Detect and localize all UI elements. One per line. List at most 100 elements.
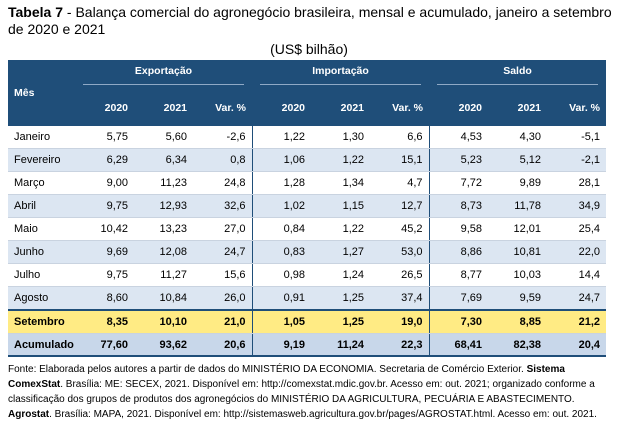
value-cell: 45,2	[370, 217, 430, 241]
month-cell: Junho	[8, 240, 75, 264]
value-cell: -2,6	[193, 126, 253, 149]
value-cell: 11,23	[134, 171, 193, 195]
table-row: Maio 10,42 13,23 27,0 0,84 1,22 45,2 9,58 12,01 2…	[8, 217, 607, 241]
value-cell: 0,98	[251, 263, 312, 287]
value-cell: 10,10	[134, 309, 193, 334]
value-cell: 10,42	[75, 217, 134, 241]
value-cell: 13,23	[134, 217, 193, 241]
trade-balance-table: Mês Exportação Importação Saldo 2020 2021…	[8, 60, 607, 357]
value-cell: 11,24	[311, 333, 371, 357]
value-cell: 5,75	[75, 126, 134, 149]
source-footnote: Fonte: Elaborada pelos autores a partir …	[8, 364, 597, 420]
column-subheader: 2021	[488, 90, 548, 126]
value-cell: 82,38	[488, 333, 548, 357]
table-row: Julho 9,75 11,27 15,6 0,98 1,24 26,5 8,77 10,03 1…	[8, 263, 607, 287]
month-cell: Fevereiro	[8, 148, 75, 172]
value-cell: 12,7	[370, 194, 430, 218]
value-cell: 9,75	[75, 194, 134, 218]
value-cell: 27,0	[193, 217, 253, 241]
value-cell: 20,6	[193, 333, 253, 357]
column-subheader: Var. %	[370, 90, 430, 126]
column-subheader: 2021	[311, 90, 371, 126]
value-cell: 1,15	[311, 194, 371, 218]
value-cell: 1,25	[311, 309, 371, 334]
column-subheader: Var. %	[547, 90, 607, 126]
value-cell: 20,4	[547, 333, 607, 357]
value-cell: 1,06	[251, 148, 312, 172]
column-subheader: 2021	[134, 90, 193, 126]
value-cell: 12,93	[134, 194, 193, 218]
value-cell: 22,0	[547, 240, 607, 264]
value-cell: 10,84	[134, 286, 193, 311]
month-cell: Março	[8, 171, 75, 195]
month-cell: Maio	[8, 217, 75, 241]
value-cell: 4,53	[428, 126, 489, 149]
value-cell: -2,1	[547, 148, 607, 172]
value-cell: 1,30	[311, 126, 371, 149]
value-cell: 1,24	[311, 263, 371, 287]
value-cell: 93,62	[134, 333, 193, 357]
value-cell: 4,30	[488, 126, 548, 149]
value-cell: 1,05	[251, 309, 312, 334]
table-row: Agosto 8,60 10,84 26,0 0,91 1,25 37,4 7,69 9,59 2…	[8, 286, 607, 311]
month-cell: Agosto	[8, 286, 75, 311]
value-cell: 26,0	[193, 286, 253, 311]
table-row: Janeiro 5,75 5,60 -2,6 1,22 1,30 6,6 4,53 4,30 -5…	[8, 126, 607, 149]
value-cell: 0,83	[251, 240, 312, 264]
column-subheader: Var. %	[193, 90, 253, 126]
value-cell: 4,7	[370, 171, 430, 195]
value-cell: 26,5	[370, 263, 430, 287]
value-cell: 24,8	[193, 171, 253, 195]
table-row: Junho 9,69 12,08 24,7 0,83 1,27 53,0 8,86 10,81 2…	[8, 240, 607, 264]
value-cell: 14,4	[547, 263, 607, 287]
value-cell: 1,27	[311, 240, 371, 264]
value-cell: 8,60	[75, 286, 134, 311]
table-row: Setembro 8,35 10,10 21,0 1,05 1,25 19,0 7,30 8,8…	[8, 309, 607, 334]
value-cell: 1,02	[251, 194, 312, 218]
value-cell: 8,77	[428, 263, 489, 287]
value-cell: 1,25	[311, 286, 371, 311]
value-cell: 37,4	[370, 286, 430, 311]
value-cell: 9,69	[75, 240, 134, 264]
value-cell: -5,1	[547, 126, 607, 149]
export-group-header: Exportação	[75, 60, 253, 90]
value-cell: 10,81	[488, 240, 548, 264]
value-cell: 53,0	[370, 240, 430, 264]
caption-text: - Balança comercial do agronegócio brasi…	[8, 4, 612, 37]
value-cell: 11,27	[134, 263, 193, 287]
value-cell: 1,22	[311, 148, 371, 172]
value-cell: 22,3	[370, 333, 430, 357]
value-cell: 77,60	[75, 333, 134, 357]
value-cell: 8,85	[488, 309, 548, 334]
value-cell: 24,7	[193, 240, 253, 264]
value-cell: 5,12	[488, 148, 548, 172]
value-cell: 21,0	[193, 309, 253, 334]
value-cell: 5,23	[428, 148, 489, 172]
import-group-header: Importação	[252, 60, 430, 90]
value-cell: 7,69	[428, 286, 489, 311]
balance-group-header: Saldo	[429, 60, 607, 90]
value-cell: 6,34	[134, 148, 193, 172]
value-cell: 9,75	[75, 263, 134, 287]
value-cell: 28,1	[547, 171, 607, 195]
value-cell: 6,29	[75, 148, 134, 172]
value-cell: 15,6	[193, 263, 253, 287]
value-cell: 0,91	[251, 286, 312, 311]
value-cell: 11,78	[488, 194, 548, 218]
value-cell: 8,35	[75, 309, 134, 334]
value-cell: 0,8	[193, 148, 253, 172]
table-caption: Tabela 7 - Balança comercial do agronegó…	[8, 4, 614, 38]
month-cell: Abril	[8, 194, 75, 218]
value-cell: 5,60	[134, 126, 193, 149]
value-cell: 1,34	[311, 171, 371, 195]
caption-label: Tabela 7	[8, 4, 63, 20]
column-subheader: 2020	[75, 90, 134, 126]
value-cell: 32,6	[193, 194, 253, 218]
month-column-header: Mês	[8, 60, 75, 126]
value-cell: 12,08	[134, 240, 193, 264]
value-cell: 1,28	[251, 171, 312, 195]
month-cell: Acumulado	[8, 333, 75, 357]
value-cell: 34,9	[547, 194, 607, 218]
value-cell: 0,84	[251, 217, 312, 241]
value-cell: 9,59	[488, 286, 548, 311]
